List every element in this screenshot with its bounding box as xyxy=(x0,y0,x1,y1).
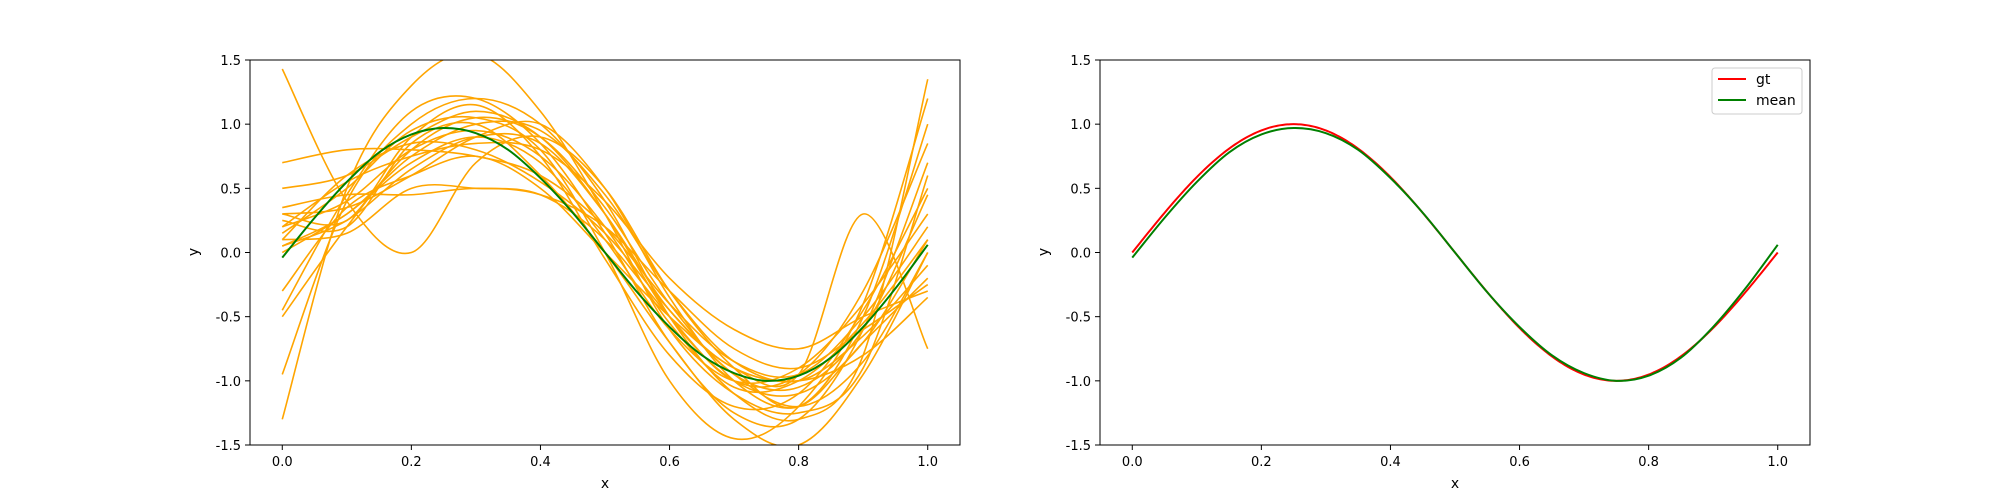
gt-mean-plot-xtick-label: 0.2 xyxy=(1251,455,1272,470)
mean-line xyxy=(281,127,929,382)
samples-plot-xlabel: x xyxy=(601,476,609,492)
sample-line xyxy=(281,79,929,422)
legend-gt-label: gt xyxy=(1756,72,1771,88)
legend: gt mean xyxy=(1711,67,1803,115)
sample-line xyxy=(282,120,929,409)
samples-plot-xtick-label: 0.0 xyxy=(272,455,293,470)
gt-mean-plot-ytick-label: -1.0 xyxy=(1066,375,1091,390)
mean-line xyxy=(1131,127,1779,382)
gt-mean-plot-xtick-label: 0.0 xyxy=(1122,455,1143,470)
samples-plot-ytick-label: -0.5 xyxy=(216,311,241,326)
sample-line xyxy=(281,95,929,428)
gt-mean-plot-ytick-label: -1.5 xyxy=(1066,439,1091,454)
gt-mean-plot-xlabel: x xyxy=(1451,476,1459,492)
gt-mean-plot-ytick-label: 0.0 xyxy=(1070,247,1091,262)
sample-line xyxy=(281,68,929,409)
samples-plot-xtick-label: 0.4 xyxy=(530,455,551,470)
samples-plot: 0.0 0.2 0.4 0.6 0.8 1.0 -1.5 -1.0 -0.5 0.0 0.5 1.0 1… xyxy=(186,54,961,492)
gt-mean-plot-lines xyxy=(1131,123,1779,382)
gt-mean-plot: 0.0 0.2 0.4 0.6 0.8 1.0 -1.5 -1.0 -0.5 0.0 0.5 1.0 1… xyxy=(1036,54,1811,492)
gt-mean-plot-xtick-label: 0.8 xyxy=(1638,455,1659,470)
samples-plot-xtick-label: 0.2 xyxy=(401,455,422,470)
gt-mean-plot-xtick-label: 0.6 xyxy=(1509,455,1530,470)
samples-plot-ytick-label: -1.5 xyxy=(216,439,241,454)
gt-mean-plot-ylabel: y xyxy=(1036,248,1052,256)
samples-plot-xtick-label: 1.0 xyxy=(917,455,938,470)
gt-mean-plot-ytick-label: -0.5 xyxy=(1066,311,1091,326)
samples-plot-lines xyxy=(281,60,929,445)
samples-plot-ytick-label: 0.5 xyxy=(220,182,241,197)
gt-mean-plot-ytick-label: 1.0 xyxy=(1070,118,1091,133)
samples-plot-ticks: 0.0 0.2 0.4 0.6 0.8 1.0 -1.5 -1.0 -0.5 0.0 0.5 1.0 1… xyxy=(216,54,938,470)
samples-plot-ytick-label: 1.0 xyxy=(220,118,241,133)
gt-mean-plot-xtick-label: 1.0 xyxy=(1767,455,1788,470)
gt-mean-plot-xtick-label: 0.4 xyxy=(1380,455,1401,470)
samples-plot-ytick-label: -1.0 xyxy=(216,375,241,390)
samples-plot-ytick-label: 0.0 xyxy=(220,247,241,262)
samples-plot-ylabel: y xyxy=(186,248,202,256)
samples-plot-xtick-label: 0.6 xyxy=(659,455,680,470)
samples-plot-xtick-label: 0.8 xyxy=(788,455,809,470)
sample-line xyxy=(281,140,929,408)
gt-mean-plot-ytick-label: 1.5 xyxy=(1070,54,1091,69)
gt-mean-plot-ytick-label: 0.5 xyxy=(1070,182,1091,197)
samples-plot-ytick-label: 1.5 xyxy=(220,54,241,69)
sample-line xyxy=(282,143,929,388)
sample-line xyxy=(281,136,929,385)
sample-line xyxy=(282,103,929,411)
legend-mean-label: mean xyxy=(1756,93,1796,109)
sample-line xyxy=(281,98,929,441)
gt-mean-plot-ticks: 0.0 0.2 0.4 0.6 0.8 1.0 -1.5 -1.0 -0.5 0.0 0.5 1.0 1… xyxy=(1066,54,1788,470)
sample-line xyxy=(281,132,929,388)
